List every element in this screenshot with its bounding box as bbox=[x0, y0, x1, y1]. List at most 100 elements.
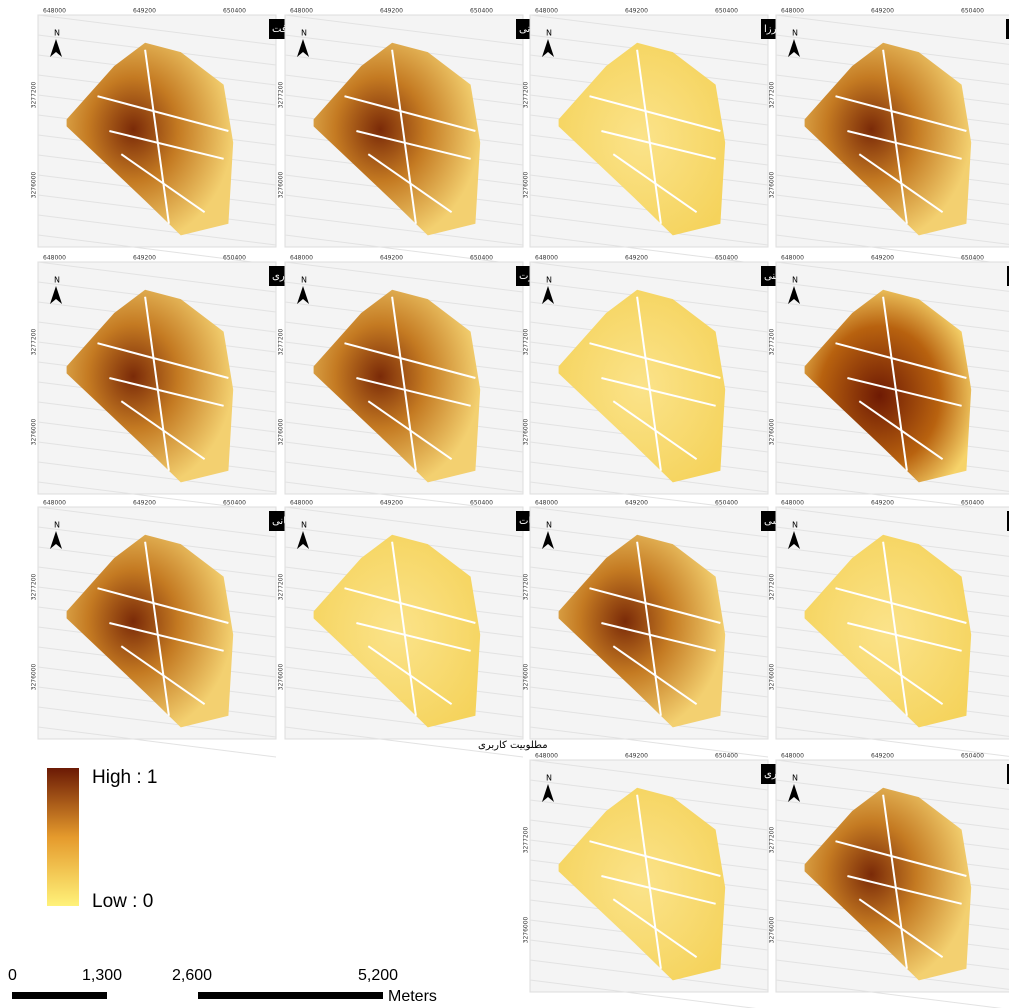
north-arrow bbox=[297, 39, 309, 57]
x-coordinate: 650400 bbox=[715, 255, 738, 262]
north-label: N bbox=[792, 774, 798, 783]
road bbox=[835, 342, 967, 379]
y-coordinate: 3276000 bbox=[278, 663, 285, 690]
north-arrow bbox=[50, 39, 62, 57]
north-label: N bbox=[546, 29, 552, 38]
north-label: N bbox=[546, 774, 552, 783]
street bbox=[37, 214, 277, 246]
road bbox=[367, 153, 453, 214]
road bbox=[601, 622, 716, 652]
x-coordinate: 649200 bbox=[625, 500, 648, 507]
x-coordinate: 649200 bbox=[133, 8, 156, 15]
street bbox=[284, 461, 524, 493]
street bbox=[529, 461, 769, 493]
map-panel: Nفاصله مطلوب از تاسیسات خطرزا64800064920… bbox=[523, 8, 911, 266]
road bbox=[636, 541, 662, 716]
road bbox=[858, 645, 944, 706]
road bbox=[847, 875, 962, 905]
street bbox=[775, 726, 1009, 757]
road bbox=[109, 130, 224, 160]
road bbox=[601, 130, 716, 160]
x-coordinate: 650400 bbox=[961, 753, 984, 760]
road bbox=[144, 541, 170, 716]
north-arrow bbox=[50, 286, 62, 304]
y-coordinate: 3277200 bbox=[523, 573, 530, 600]
road bbox=[589, 587, 721, 624]
road bbox=[344, 95, 476, 132]
x-coordinate: 650400 bbox=[961, 255, 984, 262]
road bbox=[356, 377, 471, 407]
street bbox=[284, 506, 524, 538]
street bbox=[529, 234, 769, 266]
y-coordinate: 3276000 bbox=[523, 418, 530, 445]
road bbox=[97, 587, 229, 624]
road bbox=[120, 153, 206, 214]
north-label: N bbox=[301, 276, 307, 285]
road bbox=[858, 400, 944, 461]
scale-label: 5,200 bbox=[358, 967, 398, 984]
road bbox=[391, 296, 417, 471]
map-panel: Nفاصله مطلوب از کاربری انتظامی6480006492… bbox=[769, 753, 1009, 1008]
north-label: N bbox=[792, 29, 798, 38]
street bbox=[284, 214, 524, 246]
road bbox=[109, 377, 224, 407]
study-area bbox=[66, 534, 234, 728]
road bbox=[636, 794, 662, 969]
x-coordinate: 649200 bbox=[380, 255, 403, 262]
study-area bbox=[66, 42, 234, 236]
x-coordinate: 649200 bbox=[871, 500, 894, 507]
x-coordinate: 648000 bbox=[43, 255, 66, 262]
scale-unit: Meters bbox=[388, 988, 437, 1005]
street bbox=[284, 234, 524, 266]
y-coordinate: 3276000 bbox=[769, 171, 776, 198]
x-coordinate: 649200 bbox=[133, 255, 156, 262]
study-area bbox=[313, 289, 481, 483]
x-coordinate: 650400 bbox=[715, 753, 738, 760]
street bbox=[775, 14, 1009, 45]
map-panel: Nفاصله مطلوب از کاربری درمانی64800064920… bbox=[31, 500, 410, 758]
road bbox=[367, 400, 453, 461]
x-coordinate: 650400 bbox=[715, 8, 738, 15]
street bbox=[529, 14, 769, 46]
road bbox=[344, 587, 476, 624]
caption: مطلوبیت کاربری bbox=[478, 740, 548, 751]
road bbox=[109, 622, 224, 652]
study-area bbox=[313, 42, 481, 236]
map-panel: Nفاصله مطلوب از فضای سبز6480006492006504… bbox=[769, 8, 1009, 265]
road bbox=[356, 622, 471, 652]
x-coordinate: 650400 bbox=[715, 500, 738, 507]
y-coordinate: 3276000 bbox=[278, 171, 285, 198]
x-coordinate: 649200 bbox=[871, 753, 894, 760]
road bbox=[144, 49, 170, 224]
street bbox=[775, 234, 1009, 265]
road bbox=[97, 95, 229, 132]
legend-high: High : 1 bbox=[92, 767, 157, 788]
x-coordinate: 648000 bbox=[535, 8, 558, 15]
y-coordinate: 3277200 bbox=[769, 573, 776, 600]
road bbox=[589, 95, 721, 132]
scale-segment bbox=[198, 992, 383, 999]
north-label: N bbox=[546, 521, 552, 530]
street bbox=[775, 214, 1009, 245]
road bbox=[882, 794, 908, 969]
y-coordinate: 3277200 bbox=[523, 328, 530, 355]
study-area bbox=[558, 289, 726, 483]
legend-low: Low : 0 bbox=[92, 891, 153, 912]
road bbox=[612, 153, 698, 214]
x-coordinate: 649200 bbox=[380, 8, 403, 15]
study-area bbox=[66, 289, 234, 483]
street bbox=[37, 14, 277, 46]
street bbox=[775, 461, 1009, 492]
north-label: N bbox=[792, 276, 798, 285]
y-coordinate: 3276000 bbox=[278, 418, 285, 445]
street bbox=[775, 506, 1009, 537]
map-panel: Nمطلوبیت اندازه قطعات6480006492006504003… bbox=[278, 500, 620, 758]
x-coordinate: 650400 bbox=[470, 500, 493, 507]
study-area bbox=[558, 42, 726, 236]
street bbox=[529, 214, 769, 246]
road bbox=[847, 622, 962, 652]
north-label: N bbox=[546, 276, 552, 285]
x-coordinate: 648000 bbox=[535, 753, 558, 760]
street bbox=[37, 261, 277, 293]
